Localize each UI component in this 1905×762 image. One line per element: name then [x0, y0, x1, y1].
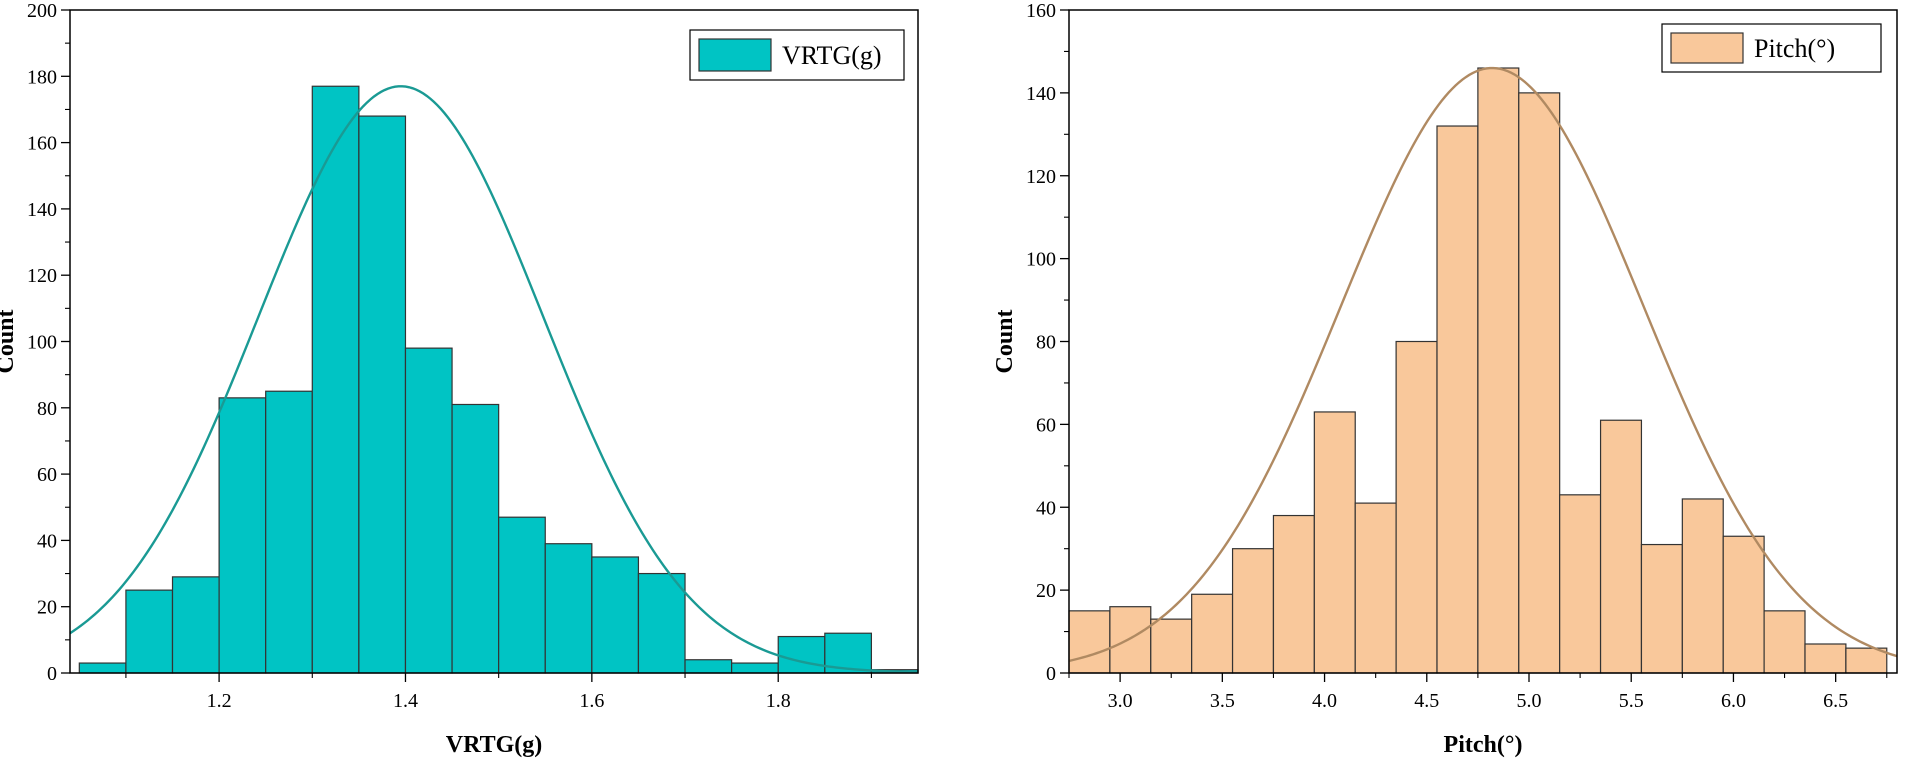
- pitch-bar-6: [1313, 411, 1356, 674]
- pitch-y-tick-label-7: 140: [1026, 83, 1056, 105]
- vrtg-y-tick-label-0: 0: [47, 663, 57, 685]
- pitch-bar-0: [1068, 610, 1111, 674]
- vrtg-y-tick-label-7: 140: [27, 199, 57, 221]
- pitch-y-axis-title: Count: [992, 309, 1018, 373]
- pitch-bar-12: [1559, 494, 1602, 674]
- pitch-bar-2: [1150, 618, 1193, 674]
- vrtg-bar-9: [498, 516, 546, 674]
- pitch-bar-15: [1681, 498, 1724, 674]
- pitch-x-tick-label-5: 5.5: [1619, 690, 1644, 712]
- pitch-x-tick-label-3: 4.5: [1414, 690, 1439, 712]
- pitch-bar-5: [1272, 514, 1315, 674]
- vrtg-bar-3: [218, 397, 267, 674]
- pitch-bar-16: [1722, 535, 1765, 674]
- pitch-bar-18: [1804, 643, 1847, 674]
- vrtg-y-tick-label-10: 200: [27, 0, 57, 22]
- pitch-legend-swatch: [1670, 32, 1744, 64]
- vrtg-x-axis: 1.2 1.4 1.6 1.8: [125, 673, 872, 712]
- vrtg-bar-14: [731, 662, 779, 674]
- vrtg-y-tick-label-6: 120: [27, 265, 57, 287]
- vrtg-bar-0: [78, 662, 127, 674]
- pitch-x-tick-label-4: 5.0: [1517, 690, 1542, 712]
- vrtg-bar-15: [777, 635, 826, 674]
- pitch-bar-10: [1477, 67, 1520, 674]
- vrtg-y-tick-label-1: 20: [37, 597, 57, 619]
- pitch-x-tick-label-0: 3.0: [1108, 690, 1133, 712]
- pitch-x-tick-label-2: 4.0: [1312, 690, 1337, 712]
- pitch-bar-3: [1191, 593, 1234, 674]
- pitch-bar-11: [1518, 92, 1561, 674]
- vrtg-legend-swatch: [698, 38, 772, 72]
- vrtg-bar-10: [544, 543, 593, 674]
- vrtg-y-tick-label-9: 180: [27, 66, 57, 88]
- pitch-y-tick-label-6: 120: [1026, 166, 1056, 188]
- pitch-y-tick-label-1: 20: [1036, 580, 1056, 602]
- pitch-bar-17: [1763, 610, 1806, 674]
- vrtg-bar-11: [591, 556, 640, 674]
- vrtg-x-tick-label-3: 1.8: [766, 690, 791, 712]
- pitch-y-tick-label-3: 60: [1036, 414, 1056, 436]
- vrtg-fit-curve: [69, 85, 919, 674]
- vrtg-bars: [78, 85, 919, 674]
- vrtg-bar-13: [684, 659, 733, 674]
- vrtg-bar-5: [311, 85, 360, 674]
- pitch-y-tick-label-8: 160: [1026, 0, 1056, 22]
- vrtg-y-tick-label-8: 160: [27, 133, 57, 155]
- pitch-x-tick-label-6: 6.0: [1721, 690, 1746, 712]
- vrtg-y-axis: 0 20 40 60 80 100 120 140 160 180 200: [27, 0, 70, 685]
- pitch-fit-curve: [1068, 66, 1898, 663]
- pitch-bar-19: [1845, 647, 1888, 674]
- pitch-legend-label: Pitch(°): [1754, 34, 1835, 63]
- pitch-bar-9: [1436, 125, 1479, 674]
- vrtg-bar-8: [451, 403, 500, 674]
- pitch-x-axis-title: Pitch(°): [1444, 732, 1523, 758]
- vrtg-x-tick-label-1: 1.4: [393, 690, 418, 712]
- vrtg-y-tick-label-5: 100: [27, 332, 57, 354]
- vrtg-y-tick-label-3: 60: [37, 464, 57, 486]
- pitch-y-tick-label-2: 40: [1036, 497, 1056, 519]
- pitch-bar-14: [1640, 543, 1683, 674]
- vrtg-x-tick-label-2: 1.6: [579, 690, 604, 712]
- vrtg-bar-1: [125, 589, 174, 674]
- vrtg-bar-6: [358, 115, 407, 674]
- pitch-y-tick-label-4: 80: [1036, 332, 1056, 354]
- vrtg-x-axis-title: VRTG(g): [446, 732, 542, 758]
- vrtg-y-tick-label-2: 40: [37, 530, 57, 552]
- pitch-y-tick-label-0: 0: [1046, 663, 1056, 685]
- vrtg-legend-label: VRTG(g): [782, 41, 882, 70]
- vrtg-y-axis-title: Count: [0, 309, 19, 373]
- pitch-bar-13: [1599, 419, 1643, 674]
- vrtg-bar-2: [171, 576, 220, 674]
- vrtg-bar-7: [404, 347, 453, 674]
- vrtg-y-tick-label-4: 80: [37, 398, 57, 420]
- chart-vrtg: 0 20 40 60 80 100 120 140 160 180 200 1.2 1.4 1.6 1.8…: [0, 0, 919, 758]
- vrtg-bar-12: [637, 572, 686, 674]
- pitch-x-tick-label-7: 6.5: [1823, 690, 1848, 712]
- vrtg-bar-4: [265, 390, 313, 674]
- pitch-y-axis: 0 20 40 60 80 100 120 140 160: [1026, 0, 1069, 685]
- pitch-x-axis: 3.0 3.5 4.0 4.5 5.0 5.5 6.0 6.5: [1068, 673, 1888, 712]
- pitch-bar-8: [1395, 340, 1438, 674]
- chart-pitch: 0 20 40 60 80 100 120 140 160 3.0 3.5 4.0 4.5 5.0 5.5…: [992, 0, 1898, 758]
- pitch-y-tick-label-5: 100: [1026, 249, 1056, 271]
- pitch-legend: Pitch(°): [1661, 23, 1882, 73]
- pitch-x-tick-label-1: 3.5: [1210, 690, 1235, 712]
- vrtg-x-tick-label-0: 1.2: [207, 690, 232, 712]
- pitch-bar-1: [1109, 606, 1152, 674]
- pitch-bar-7: [1354, 502, 1397, 674]
- pitch-bar-4: [1231, 548, 1275, 674]
- pitch-bars: [1068, 67, 1888, 674]
- vrtg-legend: VRTG(g): [689, 29, 905, 81]
